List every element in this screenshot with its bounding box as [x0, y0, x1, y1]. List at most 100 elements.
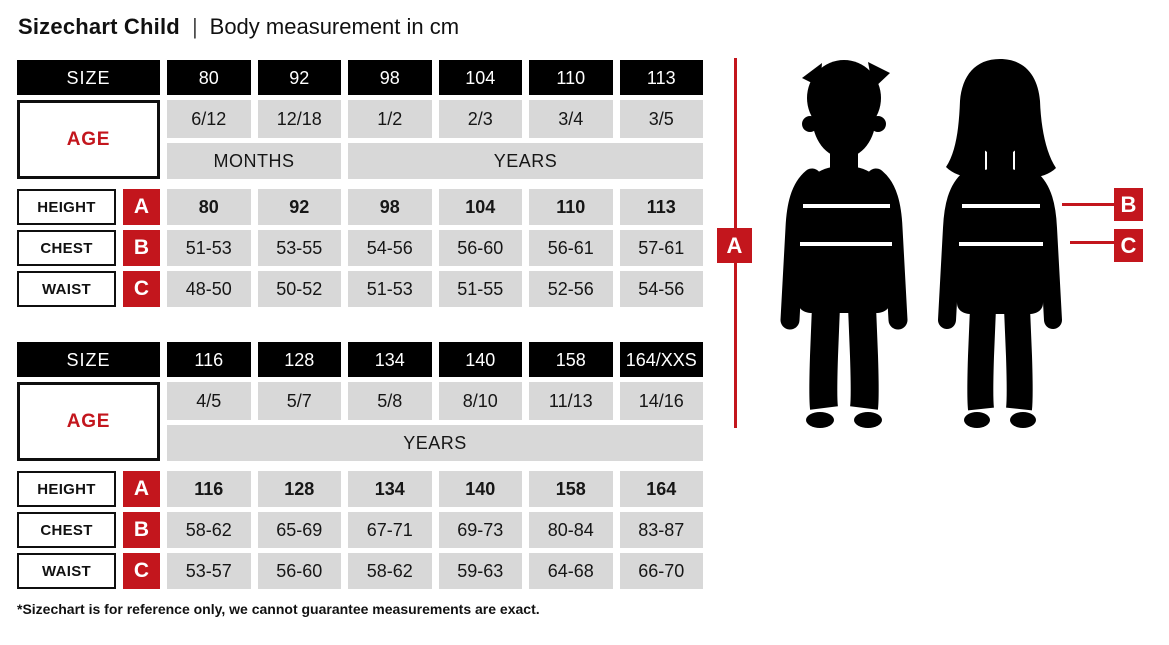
page-header: Sizechart Child | Body measurement in cm [18, 14, 459, 40]
chest-value: 67-71 [348, 512, 432, 548]
chest-measure-line [1062, 203, 1114, 206]
measure-label: WAIST [17, 553, 116, 589]
age-value: 8/10 [438, 382, 522, 420]
height-value: 110 [529, 189, 613, 225]
height-value: 116 [167, 471, 251, 507]
page-title: Sizechart Child [18, 14, 180, 39]
waist-value: 52-56 [529, 271, 613, 307]
marker-c-badge: C [1114, 229, 1143, 262]
size-value: 134 [348, 342, 432, 377]
height-row-label: HEIGHT A [17, 471, 160, 507]
measure-letter-badge: A [123, 189, 160, 225]
chest-value: 51-53 [167, 230, 251, 266]
size-value: 113 [619, 60, 703, 95]
boy-silhouette-icon [780, 60, 908, 428]
chest-value: 57-61 [619, 230, 703, 266]
chest-value: 58-62 [167, 512, 251, 548]
chest-value: 80-84 [529, 512, 613, 548]
height-value: 92 [257, 189, 341, 225]
height-value: 134 [348, 471, 432, 507]
measure-label: HEIGHT [17, 189, 116, 225]
height-value: 164 [619, 471, 703, 507]
size-value: 98 [348, 60, 432, 95]
size-value: 80 [167, 60, 251, 95]
chest-row-label: CHEST B [17, 230, 160, 266]
waist-value: 48-50 [167, 271, 251, 307]
waist-row-label: WAIST C [17, 271, 160, 307]
age-unit-label: MONTHS [167, 143, 341, 179]
size-value: 110 [529, 60, 613, 95]
measure-label: CHEST [17, 230, 116, 266]
body-measurement-figure: A B C [710, 56, 1169, 438]
measure-letter-badge: A [123, 471, 160, 507]
chest-row-label: CHEST B [17, 512, 160, 548]
age-value: 5/8 [348, 382, 432, 420]
age-header: AGE [17, 382, 160, 461]
size-value: 158 [529, 342, 613, 377]
size-value: 92 [257, 60, 341, 95]
height-value: 80 [167, 189, 251, 225]
age-value: 1/2 [348, 100, 432, 138]
age-value: 11/13 [529, 382, 613, 420]
size-value: 116 [167, 342, 251, 377]
size-header: SIZE [17, 342, 160, 377]
measure-label: WAIST [17, 271, 116, 307]
waist-value: 54-56 [619, 271, 703, 307]
waist-value: 50-52 [257, 271, 341, 307]
age-value: 5/7 [257, 382, 341, 420]
height-value: 98 [348, 189, 432, 225]
chest-value: 54-56 [348, 230, 432, 266]
waist-measure-line [1070, 241, 1114, 244]
girl-silhouette-icon [938, 59, 1062, 428]
measure-label: CHEST [17, 512, 116, 548]
measure-letter-badge: B [123, 230, 160, 266]
waist-value: 51-53 [348, 271, 432, 307]
height-value: 104 [438, 189, 522, 225]
title-separator: | [192, 14, 198, 39]
chest-value: 69-73 [438, 512, 522, 548]
age-unit-label: YEARS [167, 425, 703, 461]
sizechart-table-kids: SIZE 116 128 134 140 158 164/XXS AGE 4/5 5/7 5/8 8/… [17, 342, 703, 589]
waist-value: 66-70 [619, 553, 703, 589]
height-row-label: HEIGHT A [17, 189, 160, 225]
chest-value: 53-55 [257, 230, 341, 266]
page-subtitle: Body measurement in cm [209, 14, 460, 39]
chest-value: 56-60 [438, 230, 522, 266]
age-value: 4/5 [167, 382, 251, 420]
waist-value: 53-57 [167, 553, 251, 589]
sizechart-table-toddler: SIZE 80 92 98 104 110 113 AGE 6/12 12/18 1/2 2/3 3/4… [17, 60, 703, 307]
marker-a-badge: A [717, 228, 752, 263]
waist-value: 51-55 [438, 271, 522, 307]
size-value: 104 [438, 60, 522, 95]
size-header: SIZE [17, 60, 160, 95]
chest-value: 56-61 [529, 230, 613, 266]
waist-value: 56-60 [257, 553, 341, 589]
chest-value: 83-87 [619, 512, 703, 548]
height-value: 113 [619, 189, 703, 225]
age-value: 3/5 [619, 100, 703, 138]
measure-letter-badge: B [123, 512, 160, 548]
size-value: 140 [438, 342, 522, 377]
age-value: 12/18 [257, 100, 341, 138]
height-value: 140 [438, 471, 522, 507]
age-value: 3/4 [529, 100, 613, 138]
chest-value: 65-69 [257, 512, 341, 548]
measure-label: HEIGHT [17, 471, 116, 507]
footnote: *Sizechart is for reference only, we can… [17, 601, 540, 617]
age-value: 14/16 [619, 382, 703, 420]
measure-letter-badge: C [123, 553, 160, 589]
age-unit-label: YEARS [348, 143, 703, 179]
age-value: 2/3 [438, 100, 522, 138]
age-value: 6/12 [167, 100, 251, 138]
size-value: 164/XXS [619, 342, 703, 377]
waist-value: 59-63 [438, 553, 522, 589]
marker-b-badge: B [1114, 188, 1143, 221]
age-header: AGE [17, 100, 160, 179]
waist-value: 64-68 [529, 553, 613, 589]
size-value: 128 [257, 342, 341, 377]
waist-row-label: WAIST C [17, 553, 160, 589]
height-value: 158 [529, 471, 613, 507]
waist-value: 58-62 [348, 553, 432, 589]
height-value: 128 [257, 471, 341, 507]
